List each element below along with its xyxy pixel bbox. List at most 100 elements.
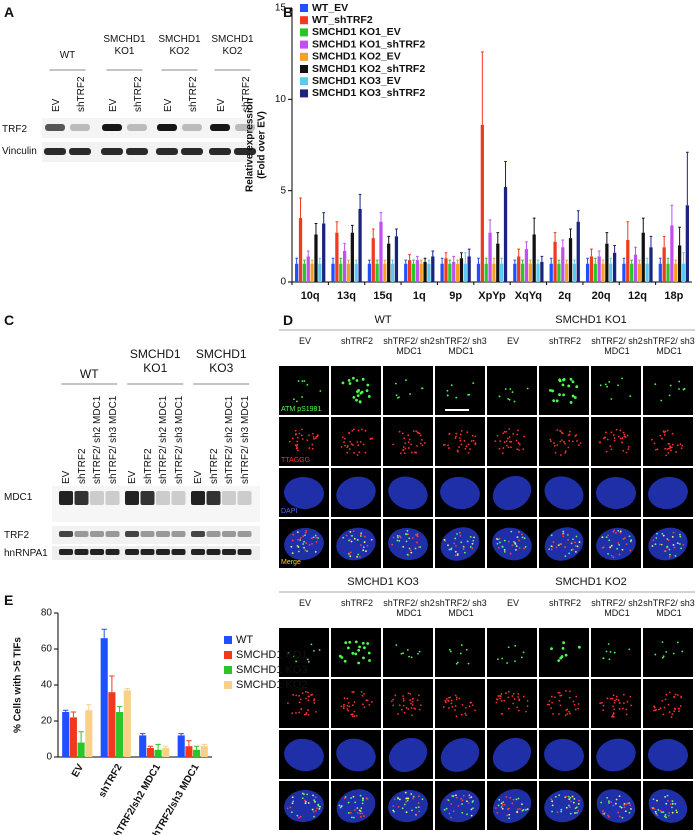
focus bbox=[349, 551, 352, 554]
band bbox=[140, 531, 155, 537]
focus bbox=[362, 646, 366, 650]
focus bbox=[521, 809, 524, 812]
focus bbox=[411, 537, 414, 539]
focus bbox=[442, 706, 445, 708]
focus bbox=[354, 801, 357, 804]
error-bar bbox=[408, 254, 411, 261]
focus bbox=[468, 796, 471, 799]
bar bbox=[455, 263, 460, 282]
focus bbox=[454, 694, 457, 697]
focus bbox=[625, 451, 628, 454]
lane-label: shTRF2 bbox=[142, 448, 154, 484]
legend-label: WT_shTRF2 bbox=[312, 14, 373, 26]
error-bar bbox=[201, 743, 207, 747]
focus bbox=[345, 534, 348, 537]
legend-swatch bbox=[300, 52, 308, 61]
focus bbox=[362, 656, 365, 660]
focus bbox=[468, 794, 471, 797]
focus bbox=[515, 545, 518, 548]
band bbox=[59, 491, 73, 505]
error-bar bbox=[517, 248, 521, 257]
error-bar bbox=[124, 688, 130, 691]
focus bbox=[340, 805, 343, 807]
focus bbox=[313, 437, 315, 440]
focus bbox=[608, 658, 611, 661]
focus bbox=[351, 816, 353, 819]
bar bbox=[346, 263, 351, 282]
focus bbox=[571, 440, 574, 443]
focus bbox=[340, 445, 343, 448]
focus bbox=[361, 641, 365, 645]
error-bar bbox=[101, 628, 107, 639]
focus bbox=[418, 650, 421, 653]
band bbox=[206, 491, 221, 505]
focus bbox=[449, 696, 452, 699]
focus bbox=[450, 548, 453, 551]
blot bbox=[42, 118, 258, 138]
focus bbox=[550, 548, 553, 551]
focus bbox=[307, 660, 310, 663]
focus bbox=[653, 705, 655, 708]
focus bbox=[353, 451, 355, 454]
focus bbox=[306, 550, 308, 553]
focus bbox=[501, 452, 504, 454]
error-bar bbox=[303, 259, 306, 264]
focus bbox=[448, 433, 451, 436]
focus bbox=[405, 533, 408, 536]
focus bbox=[403, 452, 406, 455]
focus bbox=[467, 451, 470, 454]
focus bbox=[662, 811, 665, 814]
focus bbox=[447, 447, 450, 449]
focus bbox=[370, 538, 373, 541]
focus bbox=[681, 444, 684, 447]
focus bbox=[409, 699, 411, 702]
focus bbox=[565, 690, 567, 692]
focus bbox=[557, 691, 560, 694]
error-bar bbox=[569, 228, 572, 239]
focus bbox=[307, 691, 309, 694]
focus bbox=[409, 702, 412, 705]
focus bbox=[418, 432, 421, 435]
focus bbox=[656, 532, 658, 535]
focus bbox=[301, 797, 304, 800]
nucleus bbox=[492, 476, 532, 510]
focus bbox=[343, 797, 346, 800]
focus bbox=[402, 704, 405, 707]
error-bar bbox=[299, 197, 302, 219]
focus bbox=[501, 657, 504, 660]
error-bar bbox=[358, 193, 362, 209]
focus bbox=[455, 662, 458, 665]
focus bbox=[668, 394, 671, 397]
focus bbox=[566, 533, 569, 536]
y-tick-label: 5 bbox=[280, 185, 286, 196]
focus bbox=[521, 536, 524, 539]
legend-label: SMCHD1 KO2_EV bbox=[312, 51, 401, 63]
focus bbox=[358, 645, 361, 649]
bar bbox=[371, 238, 375, 282]
focus bbox=[494, 440, 497, 443]
focus bbox=[366, 383, 370, 387]
focus bbox=[518, 547, 521, 549]
focus bbox=[401, 807, 404, 810]
focus bbox=[398, 798, 401, 801]
focus bbox=[423, 442, 426, 444]
focus bbox=[349, 555, 352, 558]
focus bbox=[509, 796, 512, 799]
focus bbox=[626, 434, 629, 437]
focus bbox=[617, 529, 620, 532]
bar bbox=[496, 243, 500, 282]
focus bbox=[348, 382, 352, 385]
focus bbox=[416, 541, 418, 544]
focus bbox=[569, 401, 573, 404]
focus bbox=[614, 802, 617, 805]
lane-label: EV bbox=[127, 470, 138, 484]
bar bbox=[154, 749, 162, 757]
bar bbox=[467, 256, 471, 282]
focus bbox=[498, 537, 501, 540]
focus bbox=[340, 656, 344, 659]
focus bbox=[461, 811, 464, 814]
focus bbox=[301, 396, 303, 398]
bar bbox=[568, 238, 573, 282]
focus bbox=[498, 395, 501, 398]
nucleus bbox=[440, 527, 480, 561]
